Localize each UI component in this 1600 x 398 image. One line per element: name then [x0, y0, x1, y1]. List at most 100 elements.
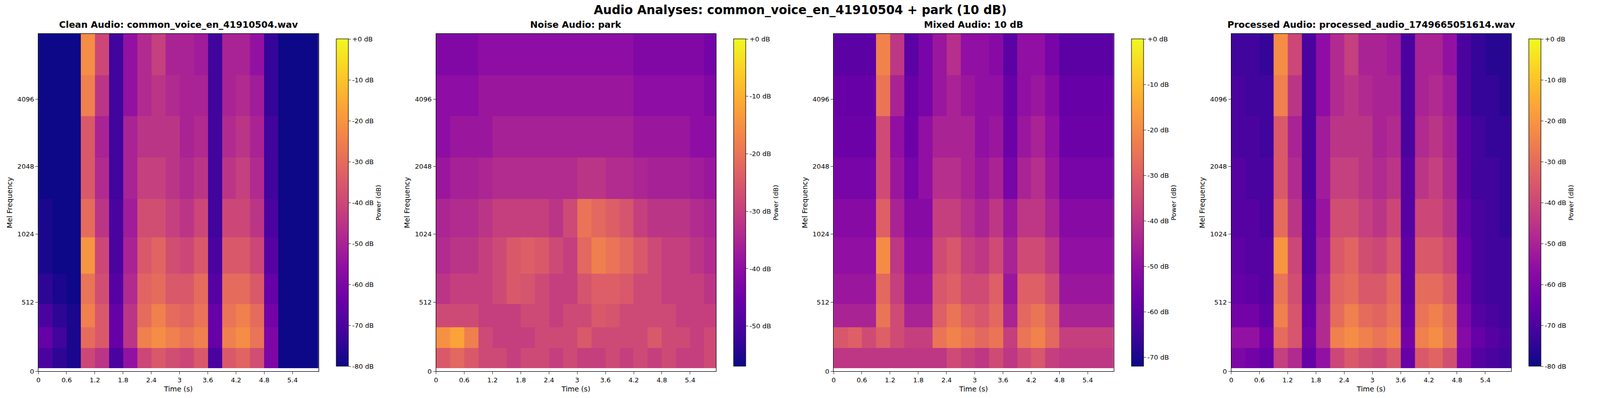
svg-text:+0 dB: +0 dB — [352, 35, 373, 43]
svg-text:4.8: 4.8 — [1054, 376, 1065, 384]
svg-text:-10 dB: -10 dB — [1147, 80, 1170, 89]
svg-text:Mel Frequency: Mel Frequency — [1198, 176, 1207, 228]
svg-text:3: 3 — [972, 376, 977, 384]
svg-text:-50 dB: -50 dB — [1544, 239, 1567, 248]
svg-text:4.8: 4.8 — [656, 376, 668, 384]
svg-text:Audio Analyses: common_voice_e: Audio Analyses: common_voice_en_41910504… — [593, 3, 1007, 18]
svg-text:Time (s): Time (s) — [163, 384, 193, 393]
svg-text:2048: 2048 — [415, 162, 432, 171]
svg-text:1024: 1024 — [17, 230, 34, 238]
svg-text:-20 dB: -20 dB — [352, 117, 375, 125]
svg-text:2.4: 2.4 — [1338, 376, 1350, 384]
svg-text:-20 dB: -20 dB — [1147, 126, 1170, 134]
svg-text:Mixed Audio: 10 dB: Mixed Audio: 10 dB — [923, 19, 1024, 30]
svg-text:4.2: 4.2 — [628, 376, 640, 384]
svg-text:0: 0 — [824, 367, 830, 376]
svg-text:-50 dB: -50 dB — [749, 322, 772, 330]
svg-text:-80 dB: -80 dB — [1544, 362, 1567, 371]
svg-text:-40 dB: -40 dB — [1544, 198, 1567, 207]
svg-text:-10 dB: -10 dB — [1544, 76, 1567, 84]
svg-text:1.2: 1.2 — [89, 376, 101, 384]
svg-text:-40 dB: -40 dB — [352, 198, 375, 207]
svg-text:0.6: 0.6 — [1254, 376, 1265, 384]
svg-text:Time (s): Time (s) — [1356, 384, 1386, 393]
svg-text:Processed Audio: processed_aud: Processed Audio: processed_audio_1749665… — [1227, 19, 1516, 30]
svg-text:-20 dB: -20 dB — [1544, 117, 1567, 125]
svg-text:-60 dB: -60 dB — [352, 280, 375, 289]
svg-text:Clean Audio: common_voice_en_4: Clean Audio: common_voice_en_41910504.wa… — [59, 19, 298, 30]
svg-text:4096: 4096 — [17, 95, 34, 103]
svg-text:-70 dB: -70 dB — [1147, 353, 1170, 361]
svg-text:1.8: 1.8 — [515, 376, 527, 384]
svg-text:Power (dB): Power (dB) — [1567, 184, 1575, 221]
svg-text:-10 dB: -10 dB — [352, 76, 375, 84]
svg-text:4.8: 4.8 — [1452, 376, 1463, 384]
svg-text:4.2: 4.2 — [1025, 376, 1037, 384]
svg-text:0: 0 — [1222, 367, 1227, 376]
svg-text:1.8: 1.8 — [117, 376, 129, 384]
svg-text:-10 dB: -10 dB — [749, 92, 772, 100]
svg-text:0: 0 — [831, 376, 836, 384]
svg-text:Time (s): Time (s) — [958, 384, 989, 393]
svg-text:1024: 1024 — [415, 230, 432, 238]
svg-text:+0 dB: +0 dB — [749, 35, 770, 43]
svg-text:3.6: 3.6 — [1395, 376, 1407, 384]
svg-text:Power (dB): Power (dB) — [374, 184, 383, 221]
svg-text:2048: 2048 — [1210, 162, 1227, 171]
svg-text:2.4: 2.4 — [543, 376, 555, 384]
svg-text:4.2: 4.2 — [230, 376, 242, 384]
svg-text:512: 512 — [419, 298, 432, 306]
svg-text:3: 3 — [575, 376, 580, 384]
svg-text:1.2: 1.2 — [487, 376, 498, 384]
svg-text:3.6: 3.6 — [600, 376, 611, 384]
svg-text:4096: 4096 — [1210, 95, 1227, 103]
svg-text:Time (s): Time (s) — [560, 384, 591, 393]
svg-text:1.8: 1.8 — [1310, 376, 1322, 384]
svg-text:5.4: 5.4 — [1480, 376, 1491, 384]
svg-text:1024: 1024 — [812, 230, 830, 238]
svg-text:0: 0 — [29, 367, 34, 376]
svg-text:4.2: 4.2 — [1423, 376, 1435, 384]
svg-text:1.2: 1.2 — [1282, 376, 1294, 384]
svg-text:+0 dB: +0 dB — [1544, 35, 1566, 43]
svg-text:5.4: 5.4 — [685, 376, 696, 384]
svg-text:4.8: 4.8 — [259, 376, 270, 384]
svg-text:3.6: 3.6 — [997, 376, 1009, 384]
svg-text:0: 0 — [427, 367, 432, 376]
svg-text:-20 dB: -20 dB — [749, 149, 772, 158]
svg-text:512: 512 — [21, 298, 35, 306]
svg-text:Noise Audio: park: Noise Audio: park — [530, 19, 622, 30]
svg-text:-60 dB: -60 dB — [1544, 280, 1567, 289]
svg-text:0: 0 — [36, 376, 41, 384]
svg-text:-60 dB: -60 dB — [1147, 307, 1170, 316]
svg-text:512: 512 — [816, 298, 830, 306]
svg-text:-40 dB: -40 dB — [749, 264, 772, 273]
svg-text:3: 3 — [177, 376, 182, 384]
svg-text:Power (dB): Power (dB) — [771, 184, 780, 221]
svg-text:-70 dB: -70 dB — [352, 321, 375, 330]
svg-text:2.4: 2.4 — [941, 376, 952, 384]
svg-text:-30 dB: -30 dB — [1544, 158, 1567, 166]
svg-text:3.6: 3.6 — [202, 376, 214, 384]
svg-text:Mel Frequency: Mel Frequency — [402, 176, 411, 228]
svg-text:-40 dB: -40 dB — [1147, 217, 1170, 225]
svg-text:Mel Frequency: Mel Frequency — [5, 176, 14, 228]
svg-text:2048: 2048 — [17, 162, 34, 171]
svg-text:-80 dB: -80 dB — [352, 362, 375, 371]
svg-text:0: 0 — [433, 376, 438, 384]
svg-text:0.6: 0.6 — [856, 376, 868, 384]
svg-text:0.6: 0.6 — [61, 376, 73, 384]
svg-text:1024: 1024 — [1210, 230, 1227, 238]
svg-text:1.2: 1.2 — [885, 376, 896, 384]
svg-text:-30 dB: -30 dB — [1147, 171, 1170, 180]
svg-text:-70 dB: -70 dB — [1544, 321, 1567, 330]
svg-text:+0 dB: +0 dB — [1147, 35, 1168, 43]
svg-text:1.8: 1.8 — [912, 376, 924, 384]
svg-text:5.4: 5.4 — [1082, 376, 1094, 384]
svg-text:4096: 4096 — [415, 95, 432, 103]
svg-text:2.4: 2.4 — [145, 376, 157, 384]
svg-text:0.6: 0.6 — [458, 376, 470, 384]
svg-text:512: 512 — [1214, 298, 1227, 306]
svg-text:4096: 4096 — [812, 95, 830, 103]
svg-text:-50 dB: -50 dB — [352, 239, 375, 248]
